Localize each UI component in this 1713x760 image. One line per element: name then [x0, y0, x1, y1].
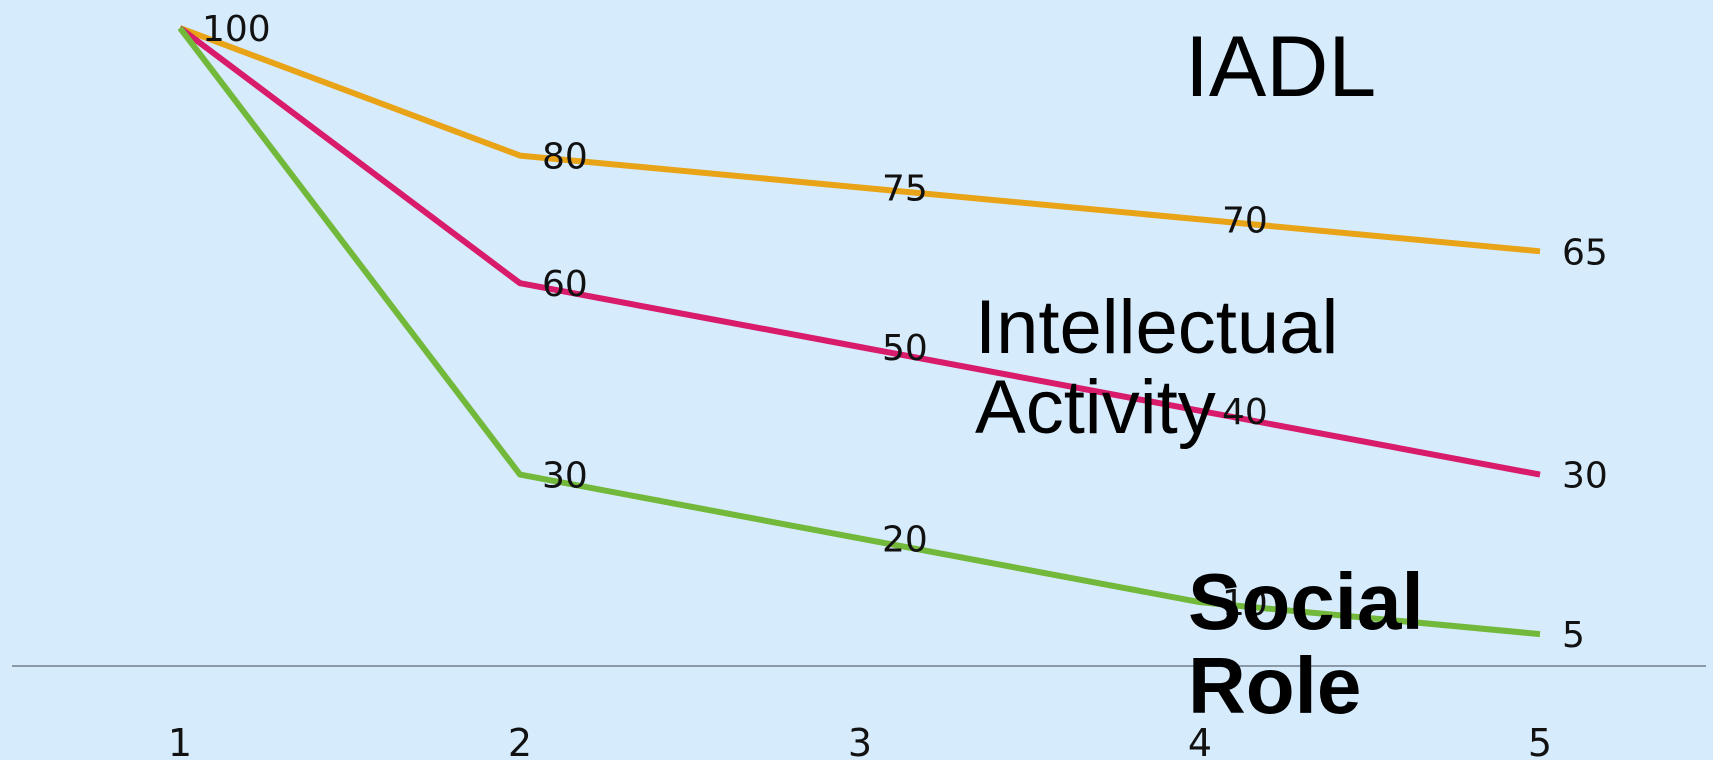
x-tick-label-3: 3: [848, 721, 872, 760]
series-label-intellectual-activity: Intellectual Activity: [975, 285, 1339, 450]
data-label-s2-p1: 30: [542, 456, 588, 497]
series-lines: [177, 25, 1541, 638]
x-tick-label-2: 2: [508, 721, 532, 760]
series-label-social-role: Social Role: [1188, 557, 1424, 730]
data-label-s1-p2: 50: [882, 328, 928, 369]
x-tick-label-1: 1: [168, 721, 192, 760]
series-line-2: [177, 26, 1541, 638]
x-tick-labels: 1 2 3 4 5: [168, 721, 1552, 760]
data-label-s0-p0: 100: [202, 9, 271, 50]
data-label-s0-p4: 65: [1562, 232, 1608, 273]
x-tick-label-4: 4: [1188, 721, 1212, 760]
data-label-s0-p2: 75: [882, 169, 928, 210]
data-label-s0-p1: 80: [542, 137, 588, 178]
data-label-s2-p2: 20: [882, 519, 928, 560]
series-line-1: [178, 25, 1541, 478]
x-tick-label-5: 5: [1528, 721, 1552, 760]
data-label-s0-p3: 70: [1222, 200, 1268, 241]
data-labels: 100 80 75 70 65 60 50 40 30 30 20 10 5: [202, 9, 1608, 656]
data-label-s1-p3: 40: [1222, 392, 1268, 433]
series-label-iadl: IADL: [1185, 19, 1377, 115]
data-label-s2-p3: 10: [1222, 583, 1268, 624]
data-label-s1-p4: 30: [1562, 456, 1608, 497]
series-line-0: [178, 25, 1541, 255]
data-label-s1-p1: 60: [542, 264, 588, 305]
data-label-s2-p4: 5: [1562, 615, 1585, 656]
